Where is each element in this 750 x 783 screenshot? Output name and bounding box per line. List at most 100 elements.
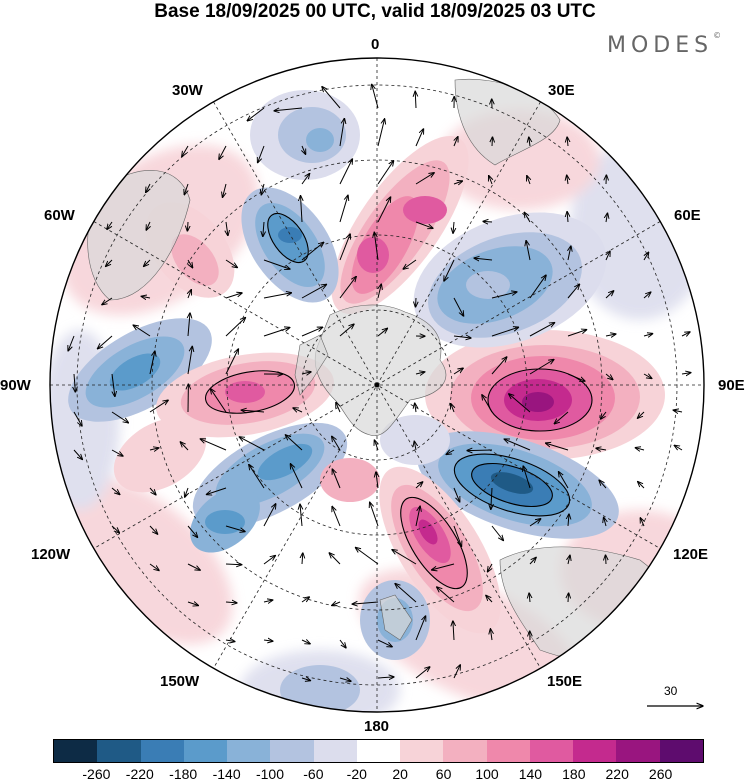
wind-vector xyxy=(377,328,388,337)
colorbar-swatch xyxy=(140,740,184,762)
wind-vector xyxy=(206,487,227,495)
wind-vector xyxy=(332,436,341,451)
wind-vector xyxy=(290,464,303,489)
wind-vector xyxy=(111,411,128,423)
colorbar-swatch xyxy=(356,740,401,762)
wind-vector xyxy=(225,318,246,337)
wind-vector xyxy=(274,108,303,111)
wind-vector xyxy=(355,548,379,565)
wind-vector xyxy=(187,221,188,231)
wind-vector xyxy=(332,469,341,489)
lon-label-150e: 150E xyxy=(547,673,583,690)
wind-vector xyxy=(529,557,536,565)
modes-logo: MODES© xyxy=(607,31,721,58)
wind-vector xyxy=(488,563,493,572)
colorbar-label: -100 xyxy=(255,766,285,782)
wind-vector xyxy=(68,335,75,351)
wind-vector xyxy=(568,514,569,527)
wind-vector xyxy=(293,408,303,412)
wind-vector xyxy=(606,251,610,261)
wind-vector xyxy=(247,107,265,121)
colorbar-label: 100 xyxy=(475,766,499,782)
wind-vector xyxy=(491,292,517,299)
wind-vector xyxy=(339,159,352,185)
wind-vector xyxy=(567,373,585,381)
wind-vector xyxy=(491,327,519,337)
wind-vector xyxy=(377,677,394,678)
wind-vector xyxy=(599,480,607,489)
lon-label-120w: 120W xyxy=(31,546,71,563)
colorbar-swatch xyxy=(227,740,271,762)
wind-vector xyxy=(258,145,265,163)
lon-label-90e: 90E xyxy=(718,377,745,394)
wind-vector xyxy=(483,221,493,222)
wind-vector xyxy=(149,448,159,450)
wind-vector xyxy=(301,327,323,337)
wind-vector xyxy=(339,118,344,147)
wind-vector xyxy=(529,519,541,527)
wind-vector xyxy=(377,639,392,647)
wind-vector xyxy=(188,313,190,337)
wind-vector xyxy=(219,145,227,159)
wind-vector xyxy=(453,297,464,316)
wind-vector xyxy=(453,621,454,641)
wind-vector xyxy=(225,259,237,268)
colorbar xyxy=(53,739,704,763)
wind-vector xyxy=(415,372,425,374)
wind-vector xyxy=(370,502,379,527)
wind-vector xyxy=(377,119,385,147)
wind-vector xyxy=(111,449,123,456)
wind-vector xyxy=(339,324,354,337)
wind-vector xyxy=(263,221,264,237)
wind-vector xyxy=(339,277,356,299)
wind-vector xyxy=(339,234,350,261)
wind-vector xyxy=(372,84,379,109)
wind-vector xyxy=(643,334,653,336)
contours xyxy=(204,212,593,590)
wind-vector xyxy=(146,221,150,230)
lon-label-0: 0 xyxy=(371,36,380,53)
wind-vector xyxy=(453,665,460,679)
wind-vector xyxy=(673,410,683,412)
colorbar-swatch xyxy=(443,740,487,762)
wind-vector xyxy=(415,667,430,679)
wind-vector xyxy=(188,290,191,299)
wind-vector xyxy=(437,587,455,603)
wind-vector xyxy=(188,259,193,268)
antarctic-peninsula xyxy=(294,334,329,396)
wind-vector xyxy=(225,564,242,565)
anomaly-30w-negative xyxy=(250,90,360,180)
wind-vector xyxy=(453,221,454,233)
wind-vector xyxy=(149,400,168,413)
colorbar-label: 260 xyxy=(648,766,673,782)
wind-vector xyxy=(301,678,311,681)
brand-name: MODES xyxy=(607,33,714,58)
wind-vector xyxy=(504,439,531,451)
colorbar-label: 180 xyxy=(562,766,586,782)
wind-vector xyxy=(546,443,569,451)
wind-vector xyxy=(491,357,507,375)
wind-vector xyxy=(144,259,151,266)
anomaly-90e-positive xyxy=(425,330,665,460)
wind-vector xyxy=(526,241,531,261)
colorbar-swatch xyxy=(270,740,314,762)
wind-vector xyxy=(225,602,237,603)
colorbar-label: -60 xyxy=(303,766,324,782)
anomaly-60w-negative xyxy=(241,187,339,303)
wind-vector xyxy=(187,563,200,570)
wind-vector xyxy=(332,506,341,527)
wind-vector xyxy=(638,482,645,489)
lon-label-60w: 60W xyxy=(44,207,75,224)
wind-vector xyxy=(482,395,493,413)
colorbar-swatch xyxy=(400,740,444,762)
wind-vector xyxy=(529,275,546,299)
wind-vector xyxy=(301,640,310,644)
wind-vector xyxy=(112,373,115,397)
wind-vector xyxy=(263,504,276,527)
wind-vector xyxy=(263,600,273,602)
wind-vector xyxy=(332,602,341,606)
reference-vector-label: 30 xyxy=(664,684,678,698)
colorbar-label: 20 xyxy=(392,766,408,782)
wind-vector xyxy=(529,593,530,603)
wind-vector xyxy=(524,212,531,223)
